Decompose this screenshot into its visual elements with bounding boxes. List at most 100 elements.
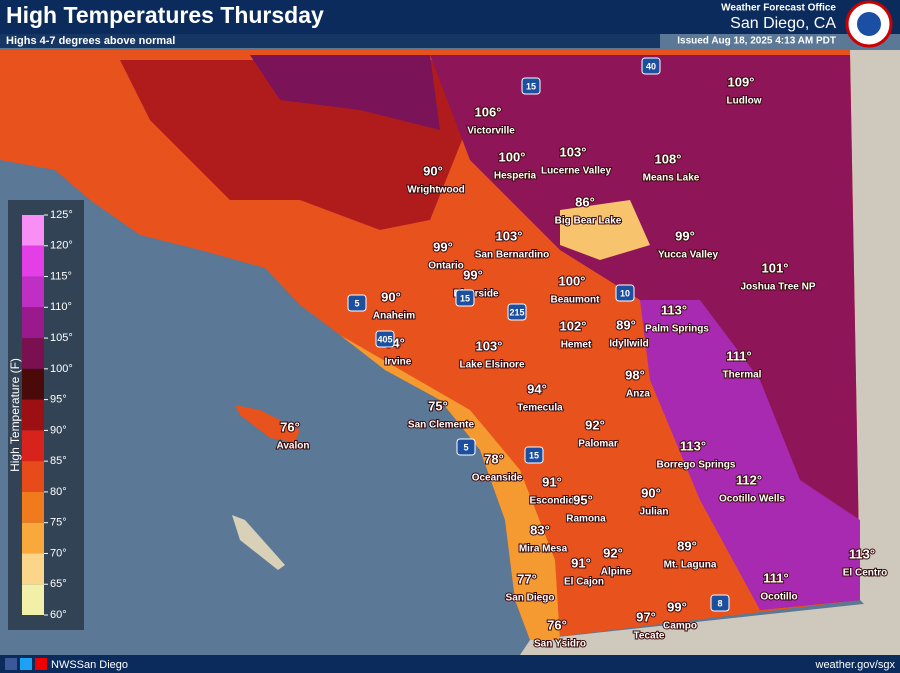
highway-shield xyxy=(507,303,527,321)
city-name: Lake Elsinore xyxy=(459,360,524,371)
city-temp: 111° xyxy=(726,348,751,363)
city-name: Oceanside xyxy=(472,473,523,484)
city-name: Anaheim xyxy=(373,311,415,322)
city-name: Mt. Laguna xyxy=(664,560,717,571)
city-temp: 101° xyxy=(762,260,789,275)
youtube-icon[interactable] xyxy=(35,658,47,670)
highway-shield xyxy=(347,294,367,312)
legend-label: 75° xyxy=(50,517,67,529)
legend-label: 115° xyxy=(50,270,72,282)
city-name: Escondido xyxy=(529,496,580,507)
catalina-island xyxy=(235,405,300,442)
legend-swatch xyxy=(22,338,44,369)
city-temp: 92° xyxy=(585,417,605,432)
mexico xyxy=(520,600,900,655)
website: weather.gov/sgx xyxy=(815,659,896,671)
legend-swatch xyxy=(22,584,44,615)
city-temp: 113° xyxy=(661,302,687,317)
highway-number: 8 xyxy=(717,598,722,608)
city-name: Wrightwood xyxy=(407,185,465,196)
mountain-cool xyxy=(560,200,650,260)
city-name: Temecula xyxy=(517,403,563,414)
city-temp: 77° xyxy=(517,571,537,586)
legend-label: 70° xyxy=(50,547,67,559)
city-name: Hesperia xyxy=(494,171,537,182)
legend-label: 60° xyxy=(50,609,67,621)
legend-label: 90° xyxy=(50,424,67,436)
nws-logo xyxy=(857,12,881,36)
city-temp: 86° xyxy=(575,194,595,209)
city-name: Ocotillo xyxy=(760,592,797,603)
city-name: Ontario xyxy=(428,261,464,272)
subtitle-bar xyxy=(0,34,660,48)
facebook-icon[interactable] xyxy=(5,658,17,670)
city-name: Tecate xyxy=(634,631,665,642)
social-handle: NWSSan Diego xyxy=(51,659,128,671)
city-name: Idyllwild xyxy=(609,339,648,350)
city-name: Yucca Valley xyxy=(658,250,718,261)
legend-label: 125° xyxy=(50,209,73,221)
city-name: Thermal xyxy=(723,370,762,381)
city-temp: 103° xyxy=(476,338,503,353)
legend-swatch xyxy=(22,491,44,523)
highway-number: 215 xyxy=(509,307,524,317)
city-name: Irvine xyxy=(385,357,412,368)
city-temp: 95° xyxy=(573,492,593,507)
legend-swatch xyxy=(22,399,44,431)
san-clemente-island xyxy=(232,515,285,570)
title: High Temperatures Thursday xyxy=(6,2,324,28)
legend-box xyxy=(8,200,84,630)
footer-bar xyxy=(0,655,900,673)
legend-swatch xyxy=(22,461,44,492)
city-name: Borrego Springs xyxy=(657,460,736,471)
city-name: Campo xyxy=(663,621,697,632)
city-name: Anza xyxy=(626,389,650,400)
city-temp: 91° xyxy=(571,555,591,570)
city-name: Palm Springs xyxy=(645,324,709,335)
city-name: San Clemente xyxy=(408,420,475,431)
city-temp: 76° xyxy=(280,419,300,434)
arizona xyxy=(840,50,900,640)
city-temp: 99° xyxy=(433,239,453,254)
city-temp: 109° xyxy=(728,74,755,89)
city-name: San Bernardino xyxy=(475,250,549,261)
city-name: Means Lake xyxy=(643,173,700,184)
city-temp: 98° xyxy=(625,367,645,382)
city-temp: 106° xyxy=(475,104,502,119)
legend-swatch xyxy=(22,430,44,462)
legend-label: 105° xyxy=(50,332,73,344)
city-name: Joshua Tree NP xyxy=(740,282,815,293)
legend-swatch xyxy=(22,245,44,277)
legend-swatch xyxy=(22,276,44,308)
city-name: Palomar xyxy=(578,439,618,450)
city-temp: 113° xyxy=(680,438,706,453)
legend-label: 65° xyxy=(50,578,67,590)
issued: Issued Aug 18, 2025 4:13 AM PDT xyxy=(677,36,836,47)
city-temp: 94° xyxy=(527,381,547,396)
highway-number: 5 xyxy=(354,298,359,308)
city-temp: 108° xyxy=(655,151,682,166)
highway-shield xyxy=(375,330,395,348)
city-name: San Diego xyxy=(506,593,555,604)
city-name: Victorville xyxy=(467,126,515,137)
twitter-icon[interactable] xyxy=(20,658,32,670)
hottest-zone xyxy=(640,300,860,610)
legend-label: 95° xyxy=(50,394,67,406)
legend-swatch xyxy=(22,553,44,585)
legend-label: 120° xyxy=(50,240,73,252)
highway-number: 5 xyxy=(463,442,468,452)
subtitle: Highs 4-7 degrees above normal xyxy=(6,35,175,47)
city-name: Mira Mesa xyxy=(519,544,568,555)
legend-swatch xyxy=(22,307,44,339)
city-name: Alpine xyxy=(601,567,632,578)
city-name: Hemet xyxy=(561,340,592,351)
city-temp: 76° xyxy=(547,617,567,632)
city-temp: 99° xyxy=(463,267,483,282)
highway-shield xyxy=(524,446,544,464)
legend-label: 80° xyxy=(50,486,67,498)
legend-label: 85° xyxy=(50,455,67,467)
desert-zone xyxy=(250,55,440,130)
highway-number: 15 xyxy=(526,81,536,91)
city-temp: 90° xyxy=(381,289,401,304)
